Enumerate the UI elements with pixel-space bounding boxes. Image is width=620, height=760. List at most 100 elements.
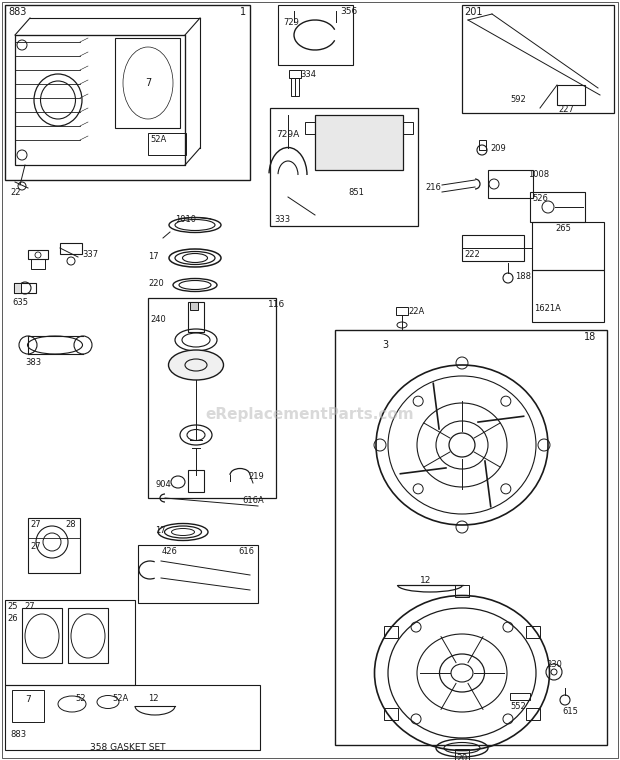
Text: 220: 220 bbox=[148, 279, 164, 288]
Text: 1621A: 1621A bbox=[534, 304, 561, 313]
Text: 22A: 22A bbox=[408, 307, 424, 316]
Text: 12: 12 bbox=[420, 576, 432, 585]
Text: 28: 28 bbox=[65, 520, 76, 529]
Bar bbox=[479, 140, 486, 150]
Bar bbox=[462, 235, 524, 261]
Text: 52: 52 bbox=[75, 694, 86, 703]
Bar bbox=[384, 708, 398, 720]
Text: 3: 3 bbox=[382, 340, 388, 350]
Text: 1010: 1010 bbox=[175, 215, 196, 224]
Bar bbox=[557, 85, 585, 105]
Bar bbox=[510, 693, 530, 700]
Text: 116: 116 bbox=[268, 300, 285, 309]
Text: 216: 216 bbox=[425, 183, 441, 192]
Bar bbox=[462, 5, 614, 113]
Text: 334: 334 bbox=[300, 70, 316, 79]
Bar bbox=[115, 38, 180, 128]
Bar bbox=[15, 35, 185, 165]
Text: 333: 333 bbox=[274, 215, 290, 224]
Text: 358 GASKET SET: 358 GASKET SET bbox=[91, 743, 166, 752]
Text: 25: 25 bbox=[7, 602, 17, 611]
Bar bbox=[526, 708, 540, 720]
Text: 616: 616 bbox=[238, 547, 254, 556]
Text: 17: 17 bbox=[148, 252, 159, 261]
Text: 201: 201 bbox=[464, 7, 482, 17]
Text: 188: 188 bbox=[515, 272, 531, 281]
Bar bbox=[532, 222, 604, 270]
Text: 1008: 1008 bbox=[528, 170, 549, 179]
Text: 356: 356 bbox=[340, 7, 357, 16]
Bar bbox=[60, 243, 82, 254]
Text: 616A: 616A bbox=[242, 496, 264, 505]
Bar bbox=[12, 690, 44, 722]
Text: 383: 383 bbox=[25, 358, 41, 367]
Bar bbox=[188, 470, 204, 492]
Text: 851: 851 bbox=[348, 188, 364, 197]
Bar bbox=[335, 330, 607, 745]
Text: 209: 209 bbox=[490, 144, 506, 153]
Text: 729A: 729A bbox=[276, 130, 299, 139]
Bar bbox=[22, 608, 62, 663]
Text: 635: 635 bbox=[12, 298, 28, 307]
Text: 27: 27 bbox=[24, 602, 35, 611]
Bar bbox=[305, 122, 315, 134]
Text: 7: 7 bbox=[145, 78, 151, 88]
Text: 18: 18 bbox=[584, 332, 596, 342]
Text: 222: 222 bbox=[464, 250, 480, 259]
Bar bbox=[148, 133, 186, 155]
Text: 219: 219 bbox=[248, 472, 264, 481]
Bar bbox=[455, 585, 469, 597]
Text: 27: 27 bbox=[30, 520, 41, 529]
Bar bbox=[403, 122, 413, 134]
Text: 592: 592 bbox=[510, 95, 526, 104]
Bar bbox=[289, 70, 301, 78]
Bar bbox=[530, 192, 585, 222]
Bar bbox=[532, 270, 604, 322]
Text: 1: 1 bbox=[240, 7, 246, 17]
Bar bbox=[28, 518, 80, 573]
Text: 26: 26 bbox=[7, 614, 17, 623]
Bar bbox=[315, 115, 403, 170]
Text: 227: 227 bbox=[558, 105, 574, 114]
Bar bbox=[488, 170, 533, 198]
Bar bbox=[188, 302, 204, 332]
Text: 12: 12 bbox=[148, 694, 159, 703]
Bar bbox=[396, 307, 408, 315]
Text: 52A: 52A bbox=[150, 135, 166, 144]
Bar bbox=[28, 250, 48, 259]
Bar bbox=[5, 685, 260, 750]
Text: 883: 883 bbox=[10, 730, 26, 739]
Bar bbox=[278, 5, 353, 65]
Text: 27: 27 bbox=[30, 542, 41, 551]
Bar bbox=[14, 283, 36, 293]
Text: eReplacementParts.com: eReplacementParts.com bbox=[206, 407, 414, 423]
Bar bbox=[31, 259, 45, 269]
Text: 17: 17 bbox=[155, 526, 166, 535]
Text: 883: 883 bbox=[8, 7, 27, 17]
Text: 729: 729 bbox=[283, 18, 299, 27]
Bar bbox=[384, 626, 398, 638]
Bar bbox=[5, 5, 250, 180]
Text: 526: 526 bbox=[532, 194, 548, 203]
Text: 615: 615 bbox=[562, 707, 578, 716]
Text: 22: 22 bbox=[10, 188, 20, 197]
Bar bbox=[148, 298, 276, 498]
Text: 265: 265 bbox=[555, 224, 571, 233]
Text: 7: 7 bbox=[25, 695, 31, 705]
Bar bbox=[455, 749, 469, 760]
Text: 552: 552 bbox=[510, 702, 526, 711]
Text: 52A: 52A bbox=[112, 694, 128, 703]
Text: 337: 337 bbox=[82, 250, 98, 259]
Bar bbox=[138, 545, 258, 603]
Text: 240: 240 bbox=[150, 315, 166, 324]
Bar bbox=[190, 302, 198, 310]
Bar bbox=[14, 283, 21, 293]
Bar bbox=[68, 608, 108, 663]
Text: 904: 904 bbox=[155, 480, 170, 489]
Bar bbox=[270, 108, 418, 226]
Text: 20: 20 bbox=[456, 754, 467, 760]
Bar bbox=[291, 78, 299, 96]
Text: 230: 230 bbox=[546, 660, 562, 669]
Bar bbox=[526, 626, 540, 638]
Bar bbox=[5, 600, 135, 685]
